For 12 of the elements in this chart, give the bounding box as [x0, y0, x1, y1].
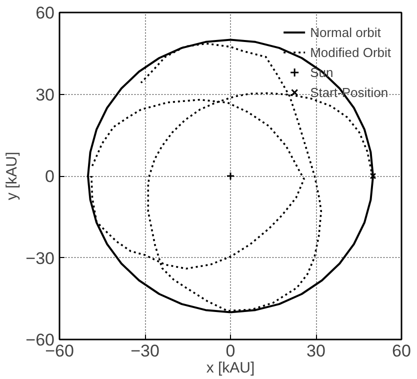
legend-label: Normal orbit — [310, 24, 381, 40]
y-tick-label: −30 — [26, 248, 55, 268]
x-tick-label: 60 — [392, 342, 411, 360]
x-tick-label: 30 — [306, 342, 326, 360]
y-tick-label: 30 — [36, 85, 55, 104]
y-tick-label: 0 — [45, 167, 55, 186]
legend-label: Modified Orbit — [310, 44, 391, 60]
x-axis-title: x [kAU] — [206, 360, 255, 376]
y-tick-label: 60 — [36, 4, 55, 22]
x-tick-label: −30 — [130, 342, 160, 360]
y-axis-title: y [kAU] — [4, 152, 21, 200]
x-tick-label: 0 — [226, 342, 236, 360]
